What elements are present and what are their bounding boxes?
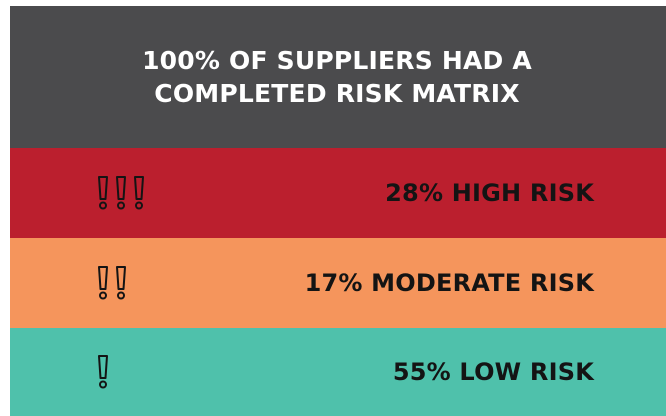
exclamation-icon [114,266,128,300]
exclamation-icon [96,266,110,300]
moderate-risk-icons [96,266,128,300]
exclamation-icon [96,355,110,389]
low-risk-icons [96,355,110,389]
risk-matrix-panel: 100% OF SUPPLIERS HAD A COMPLETED RISK M… [10,6,666,416]
exclamation-icon [114,176,128,210]
high-risk-label: 28% HIGH RISK [385,179,594,207]
low-risk-label: 55% LOW RISK [392,358,594,386]
risk-row-high: 28% HIGH RISK [10,148,666,238]
high-risk-icons [96,176,146,210]
risk-row-moderate: 17% MODERATE RISK [10,238,666,328]
moderate-risk-label: 17% MODERATE RISK [304,269,594,297]
header-banner: 100% OF SUPPLIERS HAD A COMPLETED RISK M… [10,6,666,148]
exclamation-icon [132,176,146,210]
header-title: 100% OF SUPPLIERS HAD A COMPLETED RISK M… [142,46,532,108]
risk-row-low: 55% LOW RISK [10,328,666,416]
exclamation-icon [96,176,110,210]
